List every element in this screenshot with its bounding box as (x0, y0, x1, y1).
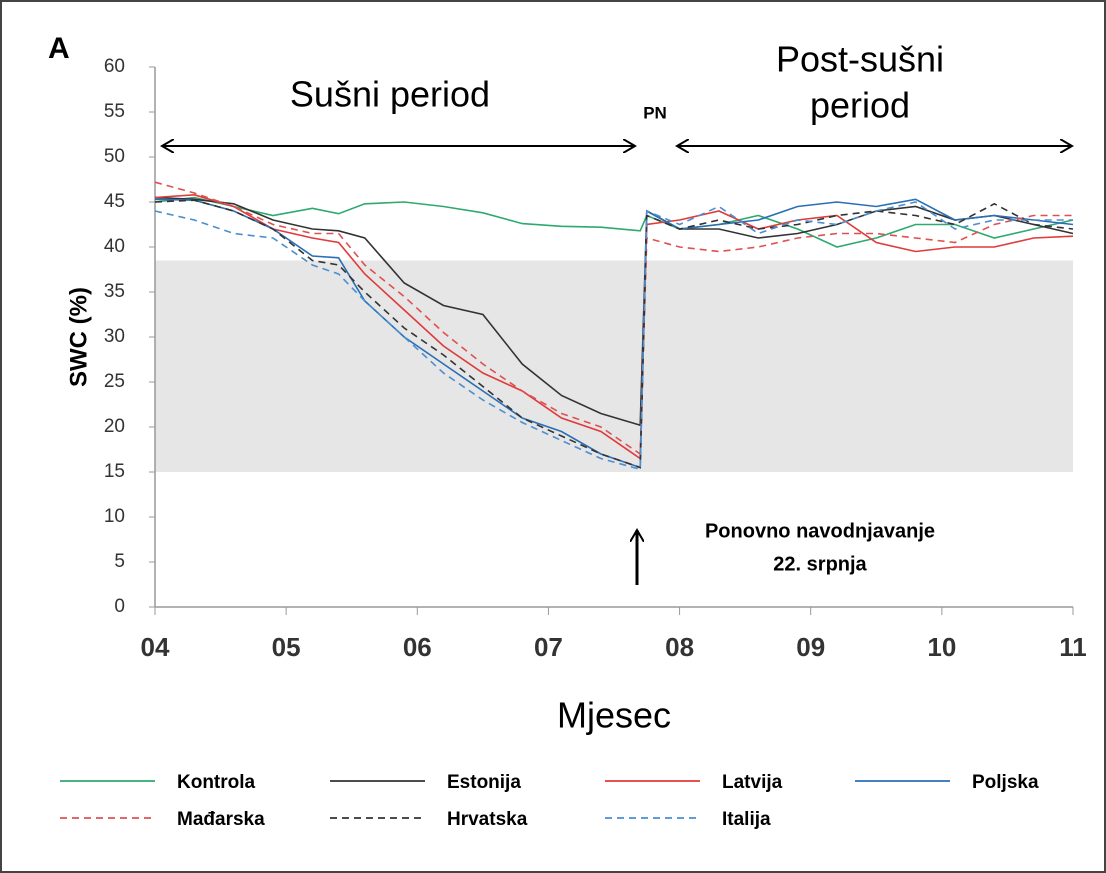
x-tick-label: 09 (796, 632, 825, 662)
y-tick-label: 45 (104, 191, 125, 212)
panel-label: A (48, 32, 70, 65)
legend-label: Hrvatska (447, 809, 528, 830)
x-tick-label: 11 (1059, 632, 1087, 662)
y-tick-label: 15 (104, 461, 125, 482)
y-tick-label: 10 (104, 506, 125, 527)
y-tick-label: 60 (104, 56, 125, 77)
legend-label: Latvija (722, 772, 783, 793)
legend-label: Kontrola (177, 772, 256, 793)
x-axis-label: Mjesec (557, 695, 671, 736)
legend-label: Mađarska (177, 809, 265, 830)
range-band (155, 260, 1073, 472)
y-tick-label: 35 (104, 281, 125, 302)
x-tick-label: 08 (665, 632, 694, 662)
y-tick-label: 5 (114, 551, 125, 572)
annotation: period (810, 85, 910, 126)
series-line (154, 196, 1074, 248)
annotation: Sušni period (290, 74, 490, 115)
y-tick-label: 0 (114, 596, 125, 617)
legend-label: Estonija (447, 772, 521, 793)
x-tick-label: 05 (272, 632, 301, 662)
legend-label: Poljska (972, 772, 1039, 793)
x-tick-label: 10 (927, 632, 956, 662)
x-tick-label: 04 (141, 632, 170, 662)
annotation: Ponovno navodnjavanje (705, 520, 935, 542)
y-tick-label: 25 (104, 371, 125, 392)
y-tick-label: 55 (104, 101, 125, 122)
y-tick-label: 40 (104, 236, 125, 257)
series-line (154, 181, 1073, 456)
series-line (154, 196, 1074, 427)
y-tick-label: 50 (104, 146, 125, 167)
series-line (154, 193, 1074, 460)
legend-label: Italija (722, 809, 771, 830)
y-axis-label: SWC (%) (65, 287, 92, 387)
annotation: 22. srpnja (773, 553, 867, 575)
annotation: Post-sušni (776, 39, 944, 80)
series-line (154, 201, 1073, 471)
x-tick-label: 07 (534, 632, 563, 662)
annotation: PN (643, 103, 667, 122)
y-tick-label: 20 (104, 416, 125, 437)
y-tick-label: 30 (104, 326, 125, 347)
series-line (154, 198, 1074, 469)
x-tick-label: 06 (403, 632, 432, 662)
